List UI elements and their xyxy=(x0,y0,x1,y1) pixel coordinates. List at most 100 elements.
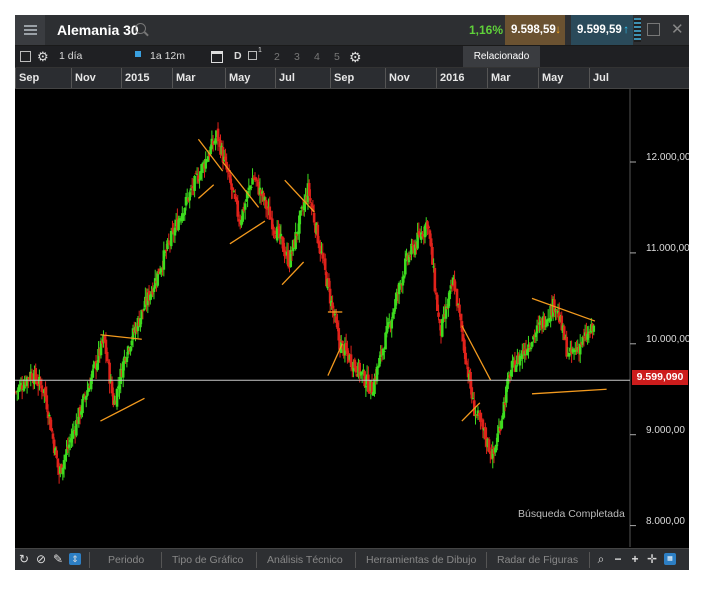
zoom-search-icon[interactable]: ⌕ xyxy=(597,552,605,566)
lock-icon[interactable] xyxy=(135,51,141,57)
layout-3[interactable]: 3 xyxy=(294,51,300,63)
candle-up xyxy=(407,255,411,263)
crosshair-icon[interactable]: ✛ xyxy=(646,552,658,566)
candle-up xyxy=(70,438,73,443)
candle-up xyxy=(232,191,236,193)
candle-up xyxy=(246,191,249,199)
date-axis-divider xyxy=(538,68,539,88)
candle-up xyxy=(182,214,185,216)
candle-up xyxy=(184,196,188,206)
candle-down xyxy=(411,244,414,246)
divider xyxy=(589,552,590,568)
candle-up xyxy=(416,232,419,249)
sort-arrows-icon[interactable]: ⇕ xyxy=(69,553,81,565)
candle-down xyxy=(44,387,47,397)
buy-price-button[interactable]: 9.599,59 ↑ xyxy=(571,15,633,45)
date-axis-divider xyxy=(15,68,16,88)
close-icon[interactable]: ✕ xyxy=(671,21,684,38)
range-selector[interactable]: 1a 12m xyxy=(150,50,186,62)
refresh-icon[interactable]: ↻ xyxy=(18,552,30,566)
pencil-icon[interactable]: ✎ xyxy=(52,552,64,566)
candle-down xyxy=(225,161,228,170)
candle-down xyxy=(428,230,432,239)
candle-up xyxy=(148,294,152,301)
candle-up xyxy=(169,230,173,247)
instrument-title[interactable]: Alemania 30 xyxy=(57,22,139,38)
candle-up xyxy=(578,343,582,355)
layout-5[interactable]: 5 xyxy=(334,51,340,63)
calendar-grid-icon[interactable]: ▦ xyxy=(664,553,676,565)
menu-icon[interactable] xyxy=(15,15,45,45)
candle-up xyxy=(506,378,509,390)
candle-up xyxy=(71,431,74,439)
candle-down xyxy=(46,411,50,419)
view-mode[interactable]: D xyxy=(234,50,242,62)
candle-down xyxy=(270,218,274,230)
calendar-icon[interactable] xyxy=(211,51,223,63)
candle-down xyxy=(337,328,341,341)
candle-up xyxy=(99,340,103,356)
candle-up xyxy=(449,285,453,289)
candle-down xyxy=(436,294,439,312)
candle-up xyxy=(61,467,65,475)
candle-down xyxy=(332,310,336,316)
candle-down xyxy=(458,304,461,313)
search-icon[interactable] xyxy=(135,23,146,34)
compare-icon[interactable] xyxy=(248,51,257,60)
related-button[interactable]: Relacionado xyxy=(463,46,540,67)
candle-up xyxy=(471,398,475,400)
candle-down xyxy=(445,308,449,310)
layout-4[interactable]: 4 xyxy=(314,51,320,63)
candle-up xyxy=(440,319,444,337)
candle-down xyxy=(331,302,334,309)
candle-down xyxy=(157,268,161,274)
restore-window-icon[interactable] xyxy=(647,23,660,36)
candle-up xyxy=(423,225,427,238)
candle-down xyxy=(463,339,466,354)
layout-2[interactable]: 2 xyxy=(274,51,280,63)
gear-icon[interactable]: ⚙ xyxy=(37,49,49,64)
candle-down xyxy=(346,348,349,354)
candle-up xyxy=(299,210,302,216)
candle-up xyxy=(390,319,394,329)
candle-down xyxy=(309,198,312,201)
price-chart[interactable] xyxy=(15,89,689,547)
candle-down xyxy=(272,226,275,230)
candle-up xyxy=(22,388,25,390)
price-axis-label: 11.000,00 xyxy=(646,243,689,254)
no-entry-icon[interactable]: ⊘ xyxy=(35,552,47,566)
candle-down xyxy=(321,253,325,259)
date-axis-divider xyxy=(121,68,122,88)
tab-periodo[interactable]: Periodo xyxy=(108,554,145,566)
candle-down xyxy=(307,182,311,197)
candle-up xyxy=(158,271,162,274)
settings-gear-icon[interactable]: ⚙ xyxy=(349,49,362,65)
date-axis-divider xyxy=(172,68,173,88)
daily-change: 1,16% xyxy=(468,23,503,37)
layout-icon[interactable] xyxy=(20,51,31,62)
tab-radar-figuras[interactable]: Radar de Figuras xyxy=(497,554,579,566)
sell-price-button[interactable]: 9.598,59 ↓ xyxy=(505,15,565,45)
candle-down xyxy=(229,174,232,183)
zoom-out-icon[interactable]: − xyxy=(614,552,622,566)
candle-up xyxy=(91,370,94,378)
arrow-up-icon: ↑ xyxy=(623,24,629,36)
candle-down xyxy=(227,172,231,174)
candle-down xyxy=(358,362,362,377)
candle-up xyxy=(403,258,407,275)
candle-down xyxy=(316,224,320,244)
period-selector[interactable]: 1 día xyxy=(59,50,83,62)
date-axis-divider xyxy=(225,68,226,88)
zoom-in-icon[interactable]: + xyxy=(631,552,639,566)
tab-herramientas-dibujo[interactable]: Herramientas de Dibujo xyxy=(366,554,477,566)
tab-analisis-tecnico[interactable]: Análisis Técnico xyxy=(267,554,343,566)
date-axis-divider xyxy=(487,68,488,88)
candle-down xyxy=(465,363,469,365)
divider xyxy=(355,552,356,568)
candle-down xyxy=(503,403,507,405)
candle-down xyxy=(236,200,240,217)
tab-tipo-grafico[interactable]: Tipo de Gráfico xyxy=(172,554,244,566)
candle-down xyxy=(466,366,470,378)
arrow-down-icon: ↓ xyxy=(555,24,561,36)
candle-down xyxy=(461,334,465,342)
